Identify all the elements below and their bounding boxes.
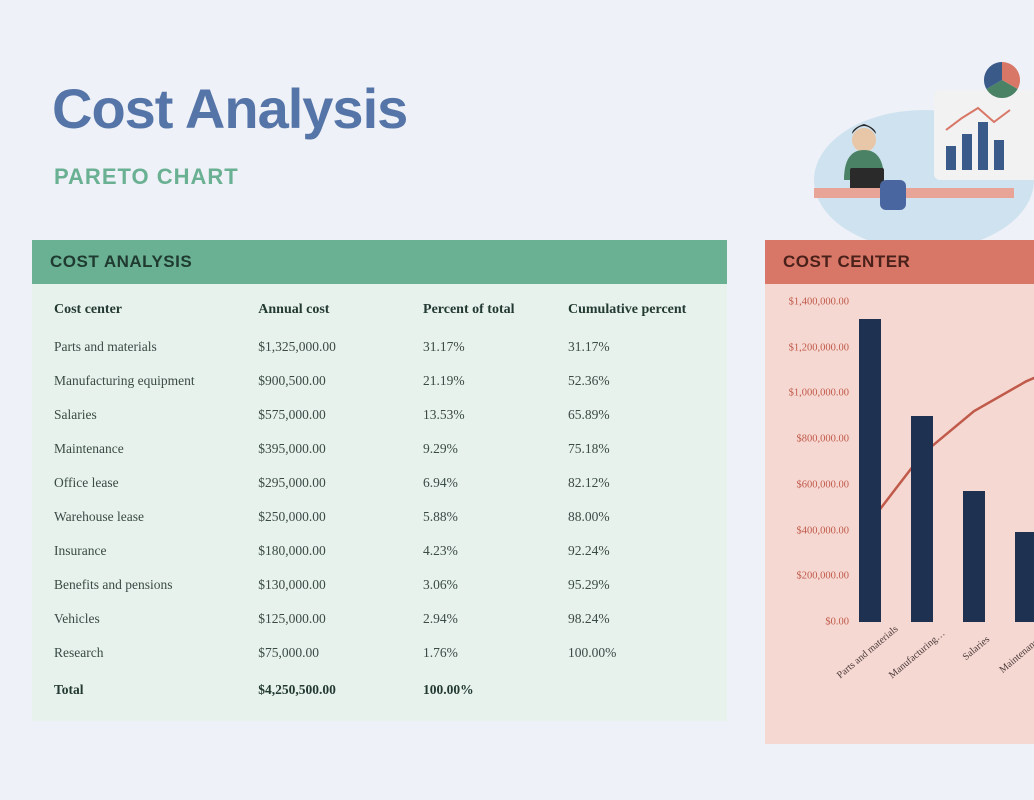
col-header-cost-center: Cost center bbox=[50, 292, 254, 330]
y-tick-label: $800,000.00 bbox=[771, 434, 849, 445]
table-cell: 5.88% bbox=[419, 500, 564, 534]
table-cell: 4.23% bbox=[419, 534, 564, 568]
y-axis-labels: $0.00$200,000.00$400,000.00$600,000.00$8… bbox=[771, 302, 849, 622]
table-cell: 92.24% bbox=[564, 534, 709, 568]
y-tick-label: $0.00 bbox=[771, 617, 849, 628]
col-header-percent-total: Percent of total bbox=[419, 292, 564, 330]
y-tick-label: $1,000,000.00 bbox=[771, 388, 849, 399]
cost-table: Cost center Annual cost Percent of total… bbox=[50, 292, 709, 707]
table-cell: Total bbox=[50, 670, 254, 707]
cumulative-polyline bbox=[870, 328, 1034, 523]
col-header-annual-cost: Annual cost bbox=[254, 292, 419, 330]
y-tick-label: $600,000.00 bbox=[771, 479, 849, 490]
table-title: COST ANALYSIS bbox=[32, 240, 727, 284]
table-row: Research$75,000.001.76%100.00% bbox=[50, 636, 709, 670]
chart-bar bbox=[1015, 532, 1034, 622]
table-cell: $75,000.00 bbox=[254, 636, 419, 670]
table-cell: Maintenance bbox=[50, 432, 254, 466]
table-cell: 31.17% bbox=[419, 330, 564, 364]
table-cell: 88.00% bbox=[564, 500, 709, 534]
table-row: Manufacturing equipment$900,500.0021.19%… bbox=[50, 364, 709, 398]
table-cell: 65.89% bbox=[564, 398, 709, 432]
table-cell: 98.24% bbox=[564, 602, 709, 636]
y-tick-label: $200,000.00 bbox=[771, 571, 849, 582]
chart-bar bbox=[963, 491, 985, 622]
table-cell: 75.18% bbox=[564, 432, 709, 466]
table-cell: Benefits and pensions bbox=[50, 568, 254, 602]
col-header-cumulative: Cumulative percent bbox=[564, 292, 709, 330]
table-row: Salaries$575,000.0013.53%65.89% bbox=[50, 398, 709, 432]
page-title: Cost Analysis bbox=[52, 76, 407, 141]
chart-bar bbox=[859, 319, 881, 622]
table-row: Insurance$180,000.004.23%92.24% bbox=[50, 534, 709, 568]
table-total-row: Total$4,250,500.00100.00% bbox=[50, 670, 709, 707]
table-cell: 21.19% bbox=[419, 364, 564, 398]
table-cell: Vehicles bbox=[50, 602, 254, 636]
table-row: Vehicles$125,000.002.94%98.24% bbox=[50, 602, 709, 636]
x-tick-label: Manufacturing… bbox=[887, 634, 940, 681]
table-cell: 3.06% bbox=[419, 568, 564, 602]
table-panel: COST ANALYSIS Cost center Annual cost Pe… bbox=[32, 240, 727, 721]
table-cell: Salaries bbox=[50, 398, 254, 432]
chart-bar bbox=[911, 416, 933, 622]
table-cell: Office lease bbox=[50, 466, 254, 500]
table-cell: $130,000.00 bbox=[254, 568, 419, 602]
table-cell: 82.12% bbox=[564, 466, 709, 500]
table-cell: Warehouse lease bbox=[50, 500, 254, 534]
table-cell: 2.94% bbox=[419, 602, 564, 636]
x-tick-label: Salaries bbox=[939, 634, 992, 681]
table-cell: $395,000.00 bbox=[254, 432, 419, 466]
table-cell: 95.29% bbox=[564, 568, 709, 602]
table-cell: $1,325,000.00 bbox=[254, 330, 419, 364]
table-body: Cost center Annual cost Percent of total… bbox=[32, 284, 727, 721]
table-row: Warehouse lease$250,000.005.88%88.00% bbox=[50, 500, 709, 534]
table-cell: 6.94% bbox=[419, 466, 564, 500]
table-cell: $900,500.00 bbox=[254, 364, 419, 398]
table-cell: Research bbox=[50, 636, 254, 670]
y-tick-label: $400,000.00 bbox=[771, 525, 849, 536]
table-cell: $295,000.00 bbox=[254, 466, 419, 500]
table-cell: Manufacturing equipment bbox=[50, 364, 254, 398]
table-cell bbox=[564, 670, 709, 707]
chart-title: COST CENTER bbox=[765, 240, 1034, 284]
table-cell: 100.00% bbox=[564, 636, 709, 670]
table-cell: 100.00% bbox=[419, 670, 564, 707]
y-tick-label: $1,200,000.00 bbox=[771, 342, 849, 353]
table-cell: $250,000.00 bbox=[254, 500, 419, 534]
chart-area: $0.00 $200,000.00 $400,000.00 $600,000.00 $8… bbox=[765, 284, 1034, 744]
table-cell: $4,250,500.00 bbox=[254, 670, 419, 707]
table-cell: $180,000.00 bbox=[254, 534, 419, 568]
table-cell: Insurance bbox=[50, 534, 254, 568]
table-row: Maintenance$395,000.009.29%75.18% bbox=[50, 432, 709, 466]
table-cell: 9.29% bbox=[419, 432, 564, 466]
x-axis-labels: Parts and materialsManufacturing…Salarie… bbox=[855, 628, 1034, 738]
x-tick-label: Parts and materials bbox=[835, 634, 888, 681]
x-tick-label: Maintenance bbox=[991, 634, 1034, 681]
cumulative-line bbox=[855, 302, 1034, 622]
table-row: Parts and materials$1,325,000.0031.17%31… bbox=[50, 330, 709, 364]
table-cell: $125,000.00 bbox=[254, 602, 419, 636]
table-cell: 31.17% bbox=[564, 330, 709, 364]
table-cell: 13.53% bbox=[419, 398, 564, 432]
chart-panel: COST CENTER $0.00$200,000.00$400,000.00$… bbox=[765, 240, 1034, 744]
table-cell: 1.76% bbox=[419, 636, 564, 670]
table-row: Benefits and pensions$130,000.003.06%95.… bbox=[50, 568, 709, 602]
y-tick-label: $1,400,000.00 bbox=[771, 297, 849, 308]
chart-plot bbox=[855, 302, 1034, 622]
table-cell: 52.36% bbox=[564, 364, 709, 398]
table-cell: $575,000.00 bbox=[254, 398, 419, 432]
table-row: Office lease$295,000.006.94%82.12% bbox=[50, 466, 709, 500]
page-subtitle: PARETO CHART bbox=[54, 164, 239, 190]
illustration bbox=[784, 50, 1034, 240]
table-cell: Parts and materials bbox=[50, 330, 254, 364]
